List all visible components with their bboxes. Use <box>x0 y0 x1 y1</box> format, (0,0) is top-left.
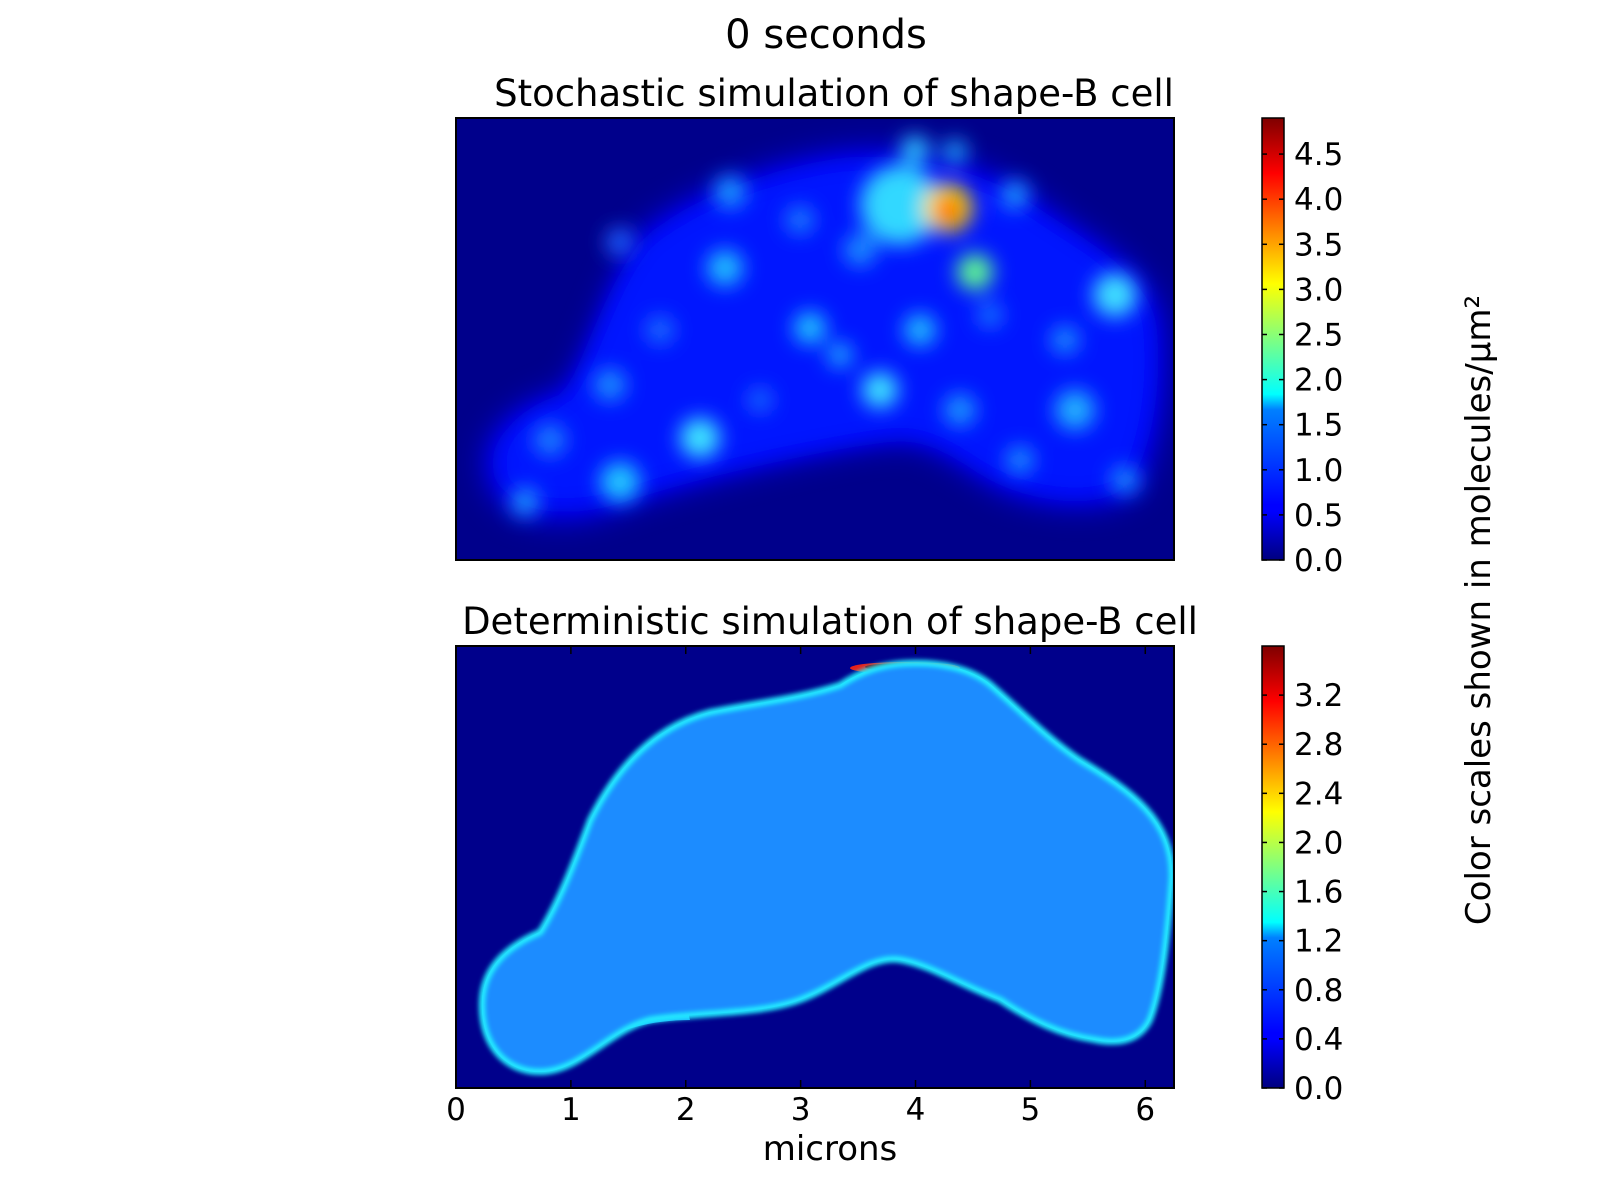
stochastic-hotspot <box>1051 326 1079 354</box>
stochastic-hotspot <box>844 234 876 266</box>
stochastic-colorbar: 0.0 0.5 1.0 1.5 2.0 2.5 3.0 3.5 4.0 4.5 <box>1261 117 1343 579</box>
stochastic-colorbar-tick-label: 2.5 <box>1294 317 1343 353</box>
stochastic-colorbar-tick-label: 1.0 <box>1294 453 1343 489</box>
stochastic-panel: Stochastic simulation of shape-B cell 0.… <box>455 72 1343 579</box>
x-tick-label: 3 <box>791 1092 811 1128</box>
deterministic-heatmap <box>456 646 1174 1088</box>
stochastic-hotspot <box>794 312 826 344</box>
stochastic-frame <box>455 117 1175 561</box>
x-tick-label: 2 <box>676 1092 696 1128</box>
stochastic-hotspot <box>944 394 976 426</box>
deterministic-colorbar-tick-label: 1.2 <box>1294 924 1343 960</box>
deterministic-colorbar: 0.0 0.4 0.8 1.2 1.6 2.0 2.4 2.8 3.2 <box>1261 645 1343 1107</box>
x-tick-label: 1 <box>561 1092 581 1128</box>
deterministic-colorbar-tick-label: 0.4 <box>1294 1022 1343 1058</box>
stochastic-hotspot <box>1006 446 1034 474</box>
stochastic-cell <box>499 163 1152 506</box>
figure-title: 0 seconds <box>725 12 927 58</box>
stochastic-hotspot <box>680 418 720 458</box>
stochastic-hotspot <box>511 488 539 516</box>
stochastic-hotspot <box>1093 273 1137 317</box>
stochastic-hotspot <box>786 206 814 234</box>
stochastic-hotspot <box>1001 181 1029 209</box>
x-tick-label: 6 <box>1135 1092 1155 1128</box>
stochastic-hotspot <box>594 369 626 401</box>
stochastic-colorbar-tick-label: 1.5 <box>1294 408 1343 444</box>
x-axis: 0 1 2 3 4 5 6 <box>446 646 1155 1128</box>
deterministic-colorbar-scale <box>1261 645 1285 1089</box>
stochastic-hotspot <box>714 176 746 208</box>
stochastic-hotspot <box>978 303 1002 327</box>
x-tick-label: 0 <box>446 1092 466 1128</box>
stochastic-hotspot <box>606 228 634 256</box>
stochastic-colorbar-tick-label: 0.5 <box>1294 498 1343 534</box>
stochastic-hotspot <box>828 343 852 367</box>
deterministic-colorbar-tick-label: 2.0 <box>1294 825 1343 861</box>
stochastic-blobs <box>511 136 1139 516</box>
stochastic-hotspot <box>707 250 743 286</box>
stochastic-hotspot <box>600 462 640 502</box>
stochastic-colorbar-tick-label: 4.5 <box>1294 137 1343 173</box>
stochastic-hotspot <box>646 316 674 344</box>
stochastic-hotspot <box>943 140 967 164</box>
stochastic-hotspot <box>860 165 940 245</box>
stochastic-colorbar-scale <box>1261 117 1285 561</box>
deterministic-title: Deterministic simulation of shape-B cell <box>462 600 1198 643</box>
stochastic-hotspot <box>534 424 566 456</box>
stochastic-colorbar-tick-label: 2.0 <box>1294 363 1343 399</box>
deterministic-colorbar-tick-label: 2.8 <box>1294 727 1343 763</box>
stochastic-hotspot <box>748 388 772 412</box>
stochastic-colorbar-tick-label: 3.5 <box>1294 227 1343 263</box>
deterministic-frame <box>455 645 1175 1089</box>
stochastic-hotspot <box>904 314 936 346</box>
deterministic-colorbar-tick-label: 1.6 <box>1294 875 1343 911</box>
x-tick-label: 4 <box>906 1092 926 1128</box>
stochastic-colorbar-tick-label: 4.0 <box>1294 182 1343 218</box>
deterministic-panel: Deterministic simulation of shape-B cell… <box>446 600 1343 1169</box>
stochastic-hotspot <box>862 372 898 408</box>
stochastic-heatmap <box>456 118 1174 560</box>
stochastic-hotspot <box>901 136 929 164</box>
colorbar-units-label: Color scales shown in molecules/μm² <box>1459 295 1499 925</box>
stochastic-hotspot <box>934 196 962 224</box>
stochastic-hotspot <box>1055 390 1095 430</box>
x-tick-label: 5 <box>1021 1092 1041 1128</box>
x-axis-label: microns <box>763 1129 898 1169</box>
deterministic-colorbar-tick-label: 3.2 <box>1294 678 1343 714</box>
stochastic-colorbar-tick-label: 0.0 <box>1294 543 1343 579</box>
deterministic-colorbar-tick-label: 0.8 <box>1294 973 1343 1009</box>
deterministic-colorbar-tick-label: 0.0 <box>1294 1071 1343 1107</box>
stochastic-title: Stochastic simulation of shape-B cell <box>494 72 1174 115</box>
deterministic-colorbar-tick-label: 2.4 <box>1294 776 1343 812</box>
stochastic-hotspot <box>1111 466 1139 494</box>
stochastic-colorbar-tick-label: 3.0 <box>1294 272 1343 308</box>
stochastic-hotspot <box>957 254 993 290</box>
